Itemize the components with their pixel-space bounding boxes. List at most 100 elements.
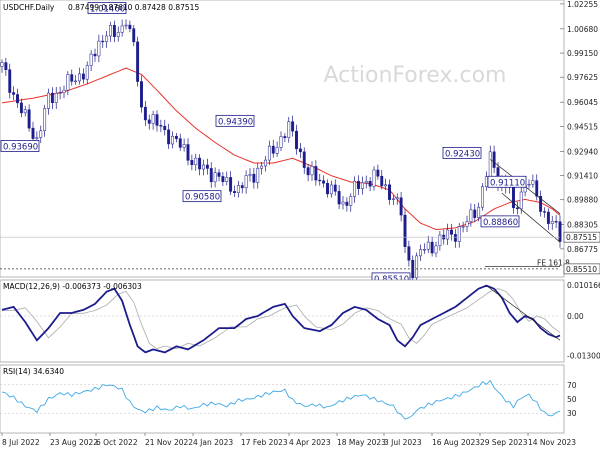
price-tick-label: 0.89880	[567, 196, 598, 205]
candle-body	[349, 196, 353, 206]
candle-body	[399, 197, 403, 216]
candle-body	[306, 167, 310, 176]
fe-value-box	[563, 263, 600, 275]
candle-body	[550, 221, 554, 224]
x-tick-label: 16 Aug 2023	[432, 438, 480, 447]
price-tick-label: 0.92940	[567, 147, 598, 156]
candle-body	[360, 182, 364, 189]
candle-body	[252, 173, 256, 183]
candle-body	[31, 127, 35, 139]
macd-tick-label: 0.00	[567, 312, 584, 321]
candle-body	[140, 81, 143, 108]
fe-label: FE 161.8	[537, 258, 570, 267]
candle-body	[302, 151, 306, 168]
candle-body	[337, 191, 341, 205]
candle-body	[546, 211, 550, 224]
x-tick-label: 3 Jul 2023	[384, 438, 422, 447]
ohlc-header: 0.87499 0.87610 0.87428 0.87515	[68, 3, 199, 12]
candle-body	[89, 53, 93, 66]
annotation-box	[480, 215, 520, 228]
candle-body	[182, 144, 186, 148]
fe-value-label: 0.85510	[566, 265, 597, 274]
macd-line	[1, 284, 561, 354]
candle-body	[461, 226, 465, 228]
candle-body	[554, 221, 558, 223]
candle-body	[16, 94, 19, 104]
price-tick-label: 0.99150	[567, 49, 598, 58]
rsi-line	[1, 379, 561, 420]
annotation-label: 0.88860	[483, 218, 518, 228]
candle-body	[124, 24, 128, 27]
rsi-panel: RSI(14) 34.6340 70 50 30	[0, 364, 577, 434]
candle-body	[101, 40, 105, 43]
candle-body	[329, 184, 333, 195]
candle-body	[384, 184, 388, 187]
candle-body	[298, 148, 302, 153]
candle-body	[264, 159, 267, 167]
candle-body	[202, 164, 205, 170]
candle-body	[132, 28, 136, 43]
candle-body	[159, 125, 163, 127]
candle-body	[256, 168, 260, 183]
annotation-label: 0.92430	[445, 149, 480, 159]
candle-body	[415, 255, 419, 279]
candle-body	[4, 62, 8, 70]
rsi-tick-label: 50	[567, 395, 577, 404]
candle-body	[310, 166, 314, 176]
candle-body	[186, 144, 190, 161]
channel-lower-line	[501, 192, 561, 243]
candle-body	[62, 89, 66, 93]
candle-body	[492, 151, 496, 168]
annotation-box	[442, 146, 482, 159]
candle-body	[85, 65, 89, 80]
annotation-box	[215, 114, 255, 127]
candle-body	[194, 157, 198, 165]
candle-body	[477, 206, 481, 218]
macd-header: MACD(12,26,9) -0.006373 -0.006303	[3, 282, 142, 291]
candle-body	[512, 186, 515, 209]
candle-body	[19, 102, 23, 114]
candle-body	[357, 180, 360, 189]
candle-body	[531, 180, 535, 185]
price-tick-label: 0.96045	[567, 98, 598, 107]
candle-body	[543, 211, 546, 213]
candle-body	[43, 108, 47, 132]
candle-body	[484, 176, 488, 187]
price-tick-label: 1.02255	[567, 0, 598, 9]
x-tick-label: 17 Feb 2023	[241, 438, 288, 447]
candle-body	[97, 40, 101, 57]
annotation-label: 0.94390	[218, 117, 253, 127]
candle-body	[23, 109, 27, 114]
candle-body	[58, 92, 62, 94]
candle-body	[314, 166, 318, 181]
x-tick-label: 4 Apr 2023	[289, 438, 331, 447]
price-tick-label: 0.97625	[567, 73, 598, 82]
candle-body	[539, 196, 543, 212]
candle-body	[271, 145, 275, 154]
candle-body	[198, 157, 202, 170]
candle-body	[403, 214, 407, 247]
macd-signal-line	[2, 288, 561, 350]
candle-body	[453, 234, 457, 242]
candle-body	[151, 114, 155, 124]
candle-body	[209, 168, 213, 183]
candle-body	[248, 173, 252, 176]
candle-body	[229, 177, 233, 192]
candle-body	[434, 245, 438, 254]
annotation-label: 0.93690	[3, 142, 38, 152]
x-tick-label: 4 Jan 2023	[193, 438, 233, 447]
candle-body	[527, 183, 531, 186]
candle-body	[147, 119, 151, 124]
candle-body	[353, 180, 357, 197]
candle-body	[112, 25, 116, 37]
x-tick-label: 18 May 2023	[337, 438, 386, 447]
candle-body	[93, 53, 97, 57]
price-tick-label: 0.94515	[567, 122, 598, 131]
candle-body	[333, 184, 337, 192]
candle-body	[388, 184, 391, 200]
candle-body	[213, 172, 217, 183]
x-tick-label: 21 Nov 2022	[145, 438, 193, 447]
price-tick-label: 1.00680	[567, 25, 598, 34]
candle-body	[178, 138, 182, 148]
